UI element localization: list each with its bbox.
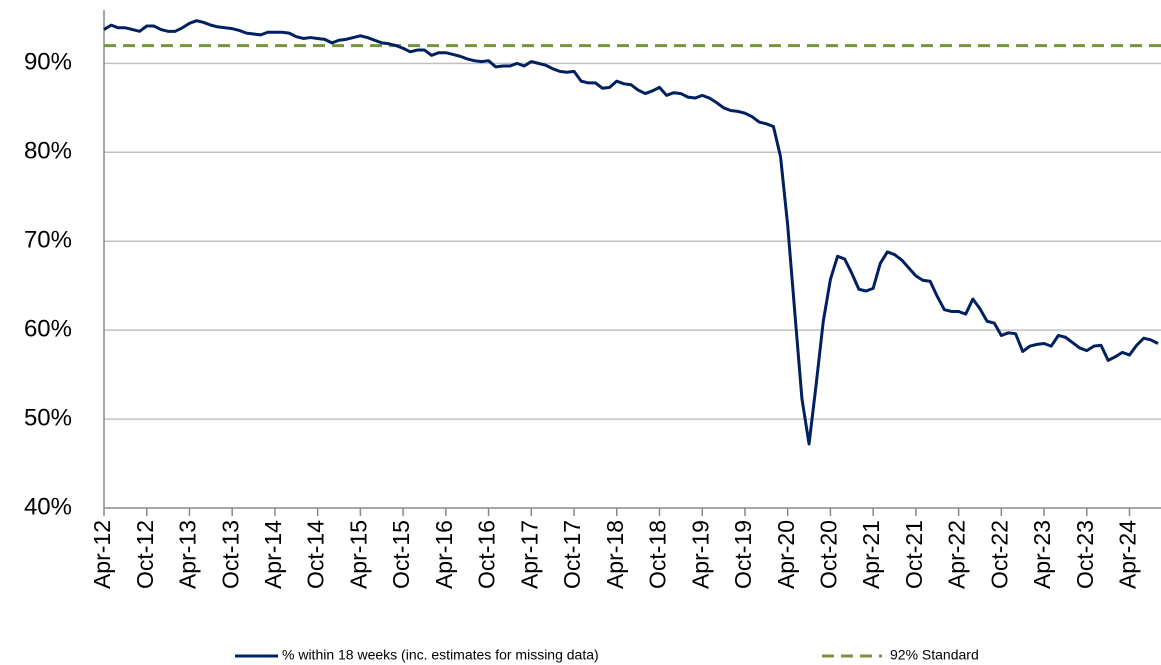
y-tick-label: 90%	[24, 49, 72, 76]
x-tick-label: Oct-12	[132, 520, 158, 589]
x-tick-label: Apr-17	[516, 520, 542, 589]
x-tick-label: Oct-22	[986, 520, 1012, 589]
y-tick-label: 60%	[24, 315, 72, 342]
x-tick-label: Apr-13	[175, 520, 201, 589]
x-tick-label: Oct-19	[730, 520, 756, 589]
y-tick-label: 70%	[24, 227, 72, 254]
data-line	[103, 19, 1159, 446]
legend-label: 92% Standard	[890, 647, 979, 663]
x-tick-label: Oct-21	[901, 520, 927, 589]
x-tick-label: Oct-15	[388, 520, 414, 589]
x-tick-label: Oct-14	[303, 520, 329, 589]
x-tick-label: Oct-20	[815, 520, 841, 589]
x-tick-label: Apr-15	[345, 520, 371, 589]
y-tick-label: 80%	[24, 138, 72, 165]
x-tick-label: Apr-18	[602, 520, 628, 589]
legend-label: % within 18 weeks (inc. estimates for mi…	[282, 647, 599, 663]
y-tick-label: 40%	[24, 493, 72, 520]
x-tick-label: Oct-18	[645, 520, 671, 589]
x-tick-label: Oct-16	[474, 520, 500, 589]
x-tick-label: Apr-12	[89, 520, 115, 589]
x-tick-label: Apr-20	[773, 520, 799, 589]
x-tick-label: Apr-14	[260, 520, 286, 589]
x-tick-label: Apr-21	[858, 520, 884, 589]
x-tick-label: Oct-17	[559, 520, 585, 589]
x-tick-label: Apr-23	[1029, 520, 1055, 589]
y-tick-label: 50%	[24, 404, 72, 431]
x-tick-label: Oct-23	[1072, 520, 1098, 589]
x-tick-label: Apr-24	[1115, 520, 1141, 589]
x-tick-label: Apr-22	[944, 520, 970, 589]
x-tick-label: Apr-16	[431, 520, 457, 589]
x-tick-label: Oct-13	[217, 520, 243, 589]
x-tick-label: Apr-19	[687, 520, 713, 589]
